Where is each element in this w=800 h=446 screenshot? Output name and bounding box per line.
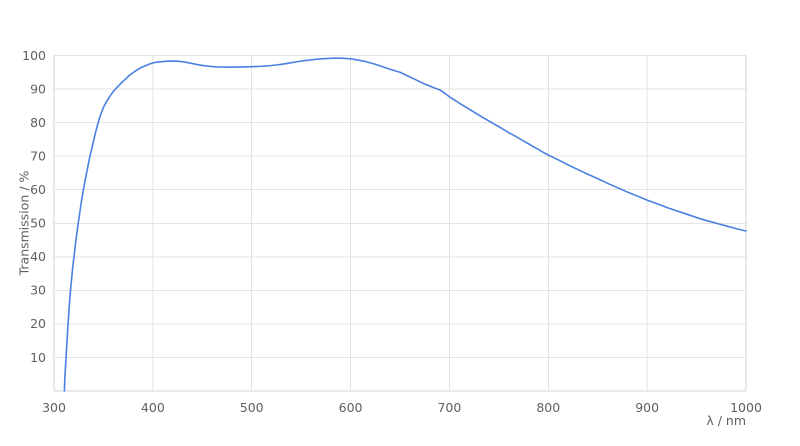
y-tick-label: 40 (30, 249, 46, 264)
y-tick-label: 90 (30, 81, 46, 96)
y-tick-label: 80 (30, 115, 46, 130)
x-tick-label: 800 (536, 400, 560, 415)
x-axis-title: λ / nm (706, 413, 746, 428)
x-tick-label: 600 (339, 400, 363, 415)
y-tick-label: 60 (30, 182, 46, 197)
x-tick-label: 1000 (730, 400, 762, 415)
x-tick-label: 700 (437, 400, 461, 415)
y-tick-label: 100 (22, 48, 46, 63)
x-tick-label: 300 (42, 400, 66, 415)
transmission-curve (63, 57, 747, 392)
y-tick-label: 30 (30, 283, 46, 298)
y-tick-label: 10 (30, 350, 46, 365)
y-tick-label: 70 (30, 148, 46, 163)
y-tick-label: 20 (30, 316, 46, 331)
y-tick-label: 50 (30, 216, 46, 231)
x-tick-label: 900 (635, 400, 659, 415)
y-axis-title: Transmission / % (16, 170, 32, 276)
x-tick-label: 500 (240, 400, 264, 415)
x-tick-label: 400 (141, 400, 165, 415)
